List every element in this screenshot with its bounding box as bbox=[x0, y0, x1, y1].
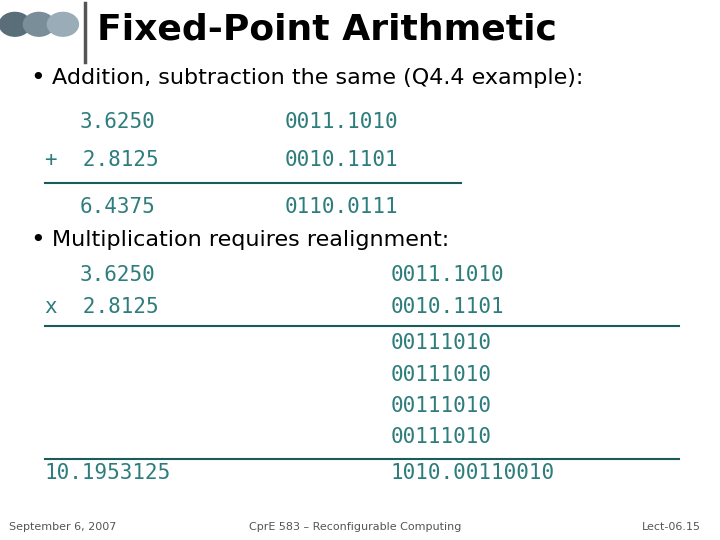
Text: Fixed-Point Arithmetic: Fixed-Point Arithmetic bbox=[97, 13, 557, 46]
Text: 6.4375: 6.4375 bbox=[80, 197, 156, 218]
Text: 00111010: 00111010 bbox=[390, 364, 491, 385]
Text: 1010.00110010: 1010.00110010 bbox=[390, 463, 554, 483]
Text: 0010.1101: 0010.1101 bbox=[390, 296, 504, 317]
Text: 00111010: 00111010 bbox=[390, 333, 491, 354]
Text: Addition, subtraction the same (Q4.4 example):: Addition, subtraction the same (Q4.4 exa… bbox=[52, 68, 583, 89]
Circle shape bbox=[48, 12, 78, 36]
Text: 0110.0111: 0110.0111 bbox=[284, 197, 398, 218]
Text: 0011.1010: 0011.1010 bbox=[390, 265, 504, 286]
Text: 00111010: 00111010 bbox=[390, 396, 491, 416]
Text: Lect-06.15: Lect-06.15 bbox=[642, 522, 701, 531]
Text: 3.6250: 3.6250 bbox=[80, 265, 156, 286]
Text: 00111010: 00111010 bbox=[390, 427, 491, 448]
Text: x  2.8125: x 2.8125 bbox=[45, 296, 158, 317]
Text: •: • bbox=[30, 66, 45, 90]
Text: 10.1953125: 10.1953125 bbox=[45, 463, 171, 483]
Text: September 6, 2007: September 6, 2007 bbox=[9, 522, 117, 531]
Circle shape bbox=[23, 12, 55, 36]
Text: +  2.8125: + 2.8125 bbox=[45, 150, 158, 171]
Text: CprE 583 – Reconfigurable Computing: CprE 583 – Reconfigurable Computing bbox=[248, 522, 461, 531]
Text: 0011.1010: 0011.1010 bbox=[284, 111, 398, 132]
Text: 0010.1101: 0010.1101 bbox=[284, 150, 398, 171]
Text: 3.6250: 3.6250 bbox=[80, 111, 156, 132]
Text: Multiplication requires realignment:: Multiplication requires realignment: bbox=[52, 230, 449, 251]
Text: •: • bbox=[30, 228, 45, 252]
Circle shape bbox=[0, 12, 30, 36]
